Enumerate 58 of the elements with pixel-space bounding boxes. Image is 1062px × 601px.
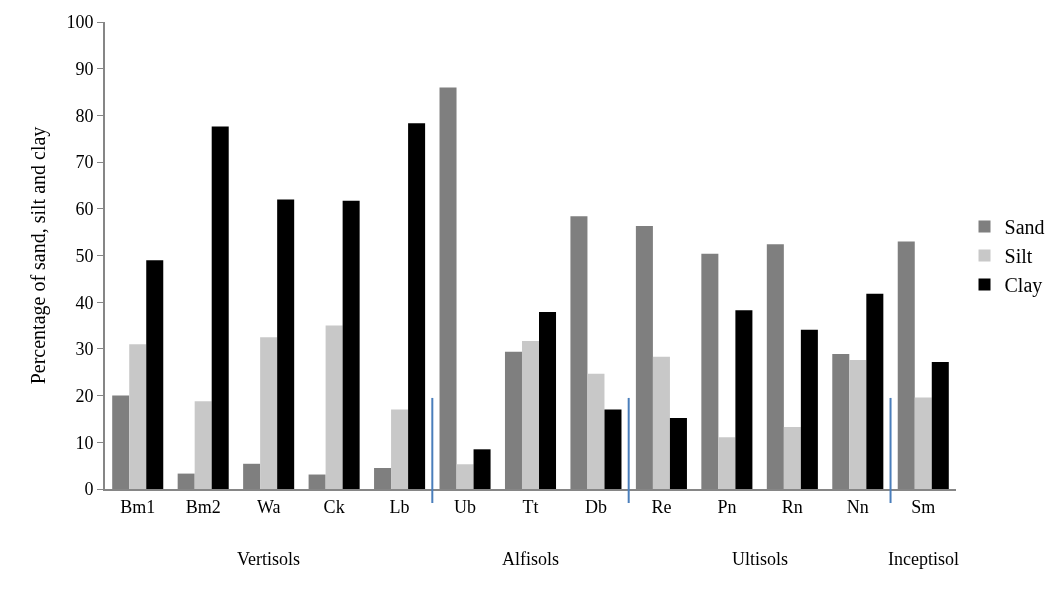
x-tick-label: Tt: [522, 496, 539, 517]
bar: [456, 464, 474, 489]
bar: [473, 449, 491, 489]
bar: [866, 293, 884, 489]
bar: [783, 426, 801, 489]
bar: [391, 409, 409, 489]
legend-label: Clay: [1004, 274, 1043, 298]
x-tick-label: Lb: [389, 496, 410, 517]
y-tick-label: 20: [75, 385, 94, 406]
bar: [849, 360, 867, 489]
y-tick-label: 90: [75, 59, 94, 79]
y-axis-title: Percentage of sand, silt and clay: [27, 126, 51, 385]
y-tick-label: 60: [75, 199, 94, 220]
bar: [669, 418, 687, 489]
text: Alfisols: [502, 549, 560, 569]
bar: [931, 361, 949, 489]
x-tick-label: Bm1: [120, 496, 156, 517]
bar: [735, 310, 753, 489]
bar: [260, 337, 278, 489]
bar: [211, 126, 229, 489]
x-tick-label: Rn: [781, 496, 803, 517]
text: Vertisols: [237, 549, 300, 569]
y-tick-label: 0: [84, 479, 94, 500]
bar: [652, 356, 670, 489]
text: Ultisols: [732, 549, 789, 569]
bar: [146, 260, 164, 489]
text: Inceptisol: [888, 549, 959, 569]
bar: [129, 344, 147, 489]
x-tick-label: Ck: [323, 496, 345, 517]
legend-label: Silt: [1004, 245, 1033, 268]
bar: [718, 437, 736, 489]
x-tick-label: Ub: [454, 496, 477, 517]
y-tick-label: 30: [75, 339, 94, 360]
bar: [521, 340, 540, 489]
x-tick-label: Db: [584, 496, 607, 517]
x-tick-label: Sm: [911, 496, 936, 517]
bar: [800, 329, 818, 489]
x-tick-label: Wa: [256, 496, 281, 517]
y-tick-label: 70: [75, 152, 94, 173]
bar: [604, 409, 622, 489]
bar: [325, 325, 343, 489]
bar: [194, 401, 212, 489]
x-tick-label: Re: [651, 496, 672, 517]
y-tick-label: 40: [75, 292, 94, 313]
bar: [408, 123, 426, 489]
y-tick-label: 100: [66, 12, 94, 33]
bar: [914, 397, 932, 489]
bar: [587, 373, 605, 489]
bar: [342, 200, 360, 489]
y-tick-label: 80: [75, 105, 94, 126]
legend-label: Sand: [1004, 216, 1045, 239]
x-tick-label: Nn: [846, 496, 869, 517]
y-tick-label: 50: [75, 245, 94, 266]
x-tick-label: Bm2: [185, 496, 221, 517]
bar: [277, 199, 295, 489]
x-tick-label: Pn: [717, 496, 737, 517]
y-tick-label: 10: [75, 432, 94, 453]
bar: [539, 312, 557, 489]
